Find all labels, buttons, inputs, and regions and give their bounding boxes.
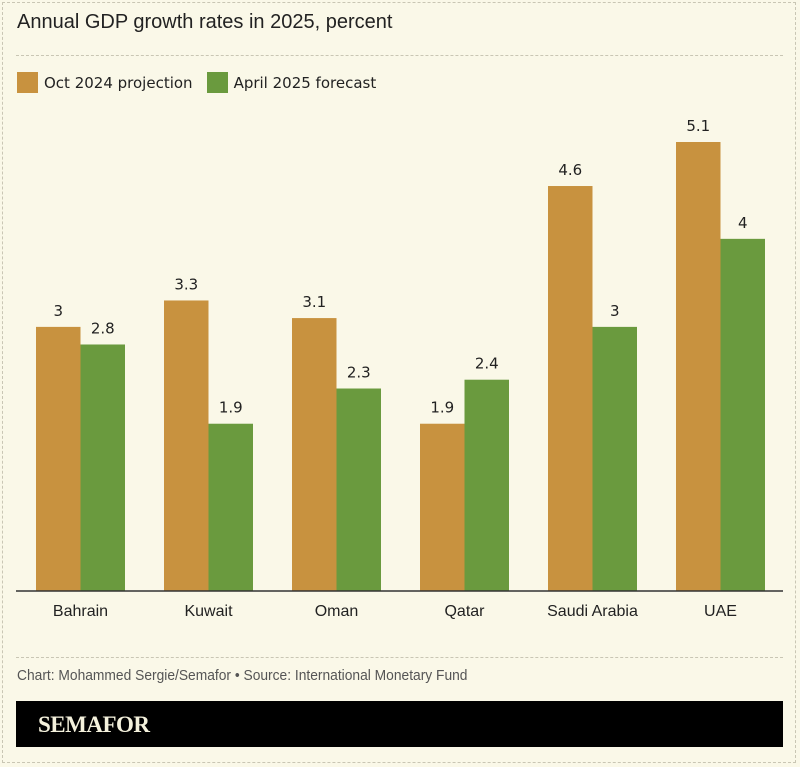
- x-tick-label: Qatar: [444, 603, 485, 620]
- bar: [420, 423, 465, 591]
- bar: [164, 300, 209, 591]
- data-label: 1.9: [430, 399, 454, 417]
- brand-bar: SEMAFOR: [16, 701, 783, 747]
- data-label: 3.1: [302, 293, 326, 311]
- data-label: 3: [53, 302, 63, 320]
- bar: [720, 238, 765, 591]
- bar: [80, 344, 125, 591]
- x-tick-label: Bahrain: [53, 603, 108, 620]
- legend: Oct 2024 projection April 2025 forecast: [17, 72, 390, 93]
- legend-swatch-green: [206, 72, 228, 93]
- x-tick-label: Saudi Arabia: [547, 603, 638, 620]
- bar: [336, 388, 381, 591]
- bar: [592, 326, 637, 591]
- data-label: 3.3: [174, 275, 198, 293]
- data-label: 2.8: [91, 319, 115, 337]
- data-label: 4.6: [558, 161, 582, 179]
- chart-title: Annual GDP growth rates in 2025, percent: [17, 11, 393, 33]
- legend-label: Oct 2024 projection: [44, 73, 193, 92]
- source-note: Chart: Mohammed Sergie/Semafor • Source:…: [17, 667, 468, 684]
- bar: [36, 326, 81, 591]
- data-label: 3: [610, 302, 620, 320]
- data-label: 1.9: [219, 399, 243, 417]
- bar: [464, 379, 509, 591]
- legend-item-april-2025: April 2025 forecast: [206, 72, 377, 93]
- bar: [548, 186, 593, 592]
- x-tick-label: Kuwait: [184, 603, 233, 620]
- bar: [208, 423, 253, 591]
- data-label: 4: [738, 214, 748, 232]
- legend-item-oct-2024: Oct 2024 projection: [17, 72, 193, 93]
- x-tick-label: UAE: [704, 603, 737, 620]
- bar-chart: 3 2.8 Bahrain 3.3 1.9 Kuwait 3.1 2.3 Oman 1.9 2.4 Q…: [16, 117, 783, 620]
- data-label: 2.4: [475, 355, 499, 373]
- divider: [16, 657, 783, 658]
- data-label: 2.3: [347, 364, 371, 382]
- data-label: 5.1: [686, 117, 710, 135]
- bar: [676, 142, 721, 591]
- x-tick-label: Oman: [315, 603, 359, 620]
- legend-label: April 2025 forecast: [233, 73, 377, 92]
- semafor-logo: SEMAFOR: [38, 712, 150, 737]
- bar: [292, 318, 337, 591]
- divider: [16, 55, 783, 56]
- legend-swatch-orange: [17, 72, 38, 93]
